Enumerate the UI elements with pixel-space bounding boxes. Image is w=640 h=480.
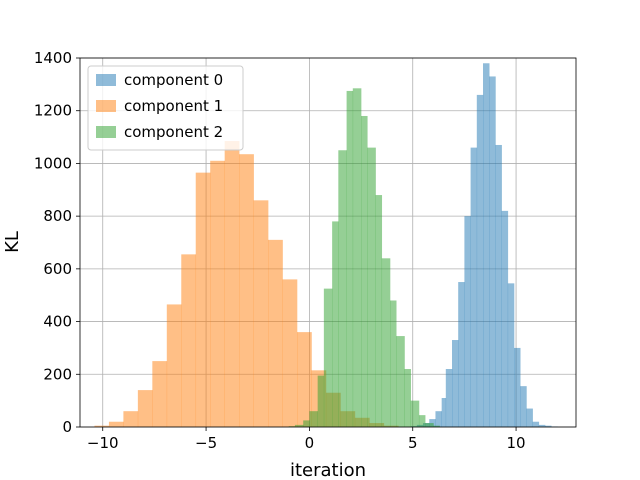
histogram-bar xyxy=(338,150,347,427)
histogram-bar xyxy=(361,115,368,427)
legend-label: component 1 xyxy=(124,97,223,115)
histogram-bar xyxy=(404,369,411,427)
histogram-bar xyxy=(346,90,354,428)
histogram-bar xyxy=(495,144,502,427)
histogram-bar xyxy=(433,425,440,427)
histogram-bar xyxy=(425,423,434,427)
histogram-bar xyxy=(381,258,391,427)
histogram-bar xyxy=(483,63,490,428)
legend-swatch xyxy=(96,74,116,86)
histogram-bar xyxy=(375,195,383,427)
histogram-bar xyxy=(268,239,283,427)
histogram-bar xyxy=(181,254,197,427)
histogram-bar xyxy=(441,398,447,427)
histogram-bar xyxy=(94,425,110,427)
histogram-bar xyxy=(152,361,168,427)
histogram-bar xyxy=(410,400,420,427)
histogram-bar xyxy=(303,420,310,427)
histogram-bar xyxy=(452,340,459,427)
y-tick-label: 800 xyxy=(43,207,72,225)
histogram-bar xyxy=(317,375,325,427)
axes-frame xyxy=(79,57,577,428)
y-tick-label: 1400 xyxy=(34,49,72,67)
histogram-bar xyxy=(294,424,304,427)
histogram-bar xyxy=(532,421,540,427)
series-0 xyxy=(410,63,558,428)
x-tick-label: −5 xyxy=(195,434,217,452)
histogram-bar xyxy=(489,76,496,427)
x-tick-label: −10 xyxy=(87,434,119,452)
histogram-bar xyxy=(224,141,240,427)
histogram-bar xyxy=(526,408,533,427)
histogram-bar xyxy=(418,415,426,427)
histogram-bar xyxy=(520,386,527,427)
y-tick-label: 1200 xyxy=(34,102,72,120)
histogram-bar xyxy=(239,154,254,428)
histogram-bar xyxy=(195,172,211,427)
histogram-bar xyxy=(210,160,225,428)
histogram-bar xyxy=(253,200,269,427)
y-tick-label: 0 xyxy=(62,418,72,436)
histogram-bar xyxy=(352,88,362,427)
histogram-bar xyxy=(309,411,318,427)
histogram-bar xyxy=(501,210,509,427)
histogram-bar xyxy=(323,288,333,427)
histogram-bar xyxy=(332,221,339,427)
legend-box xyxy=(87,65,244,151)
y-tick-label: 200 xyxy=(43,365,72,383)
histogram-bar xyxy=(137,390,153,427)
y-tick-label: 1000 xyxy=(34,154,72,172)
series-2 xyxy=(288,88,440,428)
legend-label: component 0 xyxy=(124,71,223,89)
x-tick-label: 10 xyxy=(507,434,526,452)
histogram-bar xyxy=(123,411,139,427)
histogram-bar xyxy=(367,147,376,427)
histogram-bar xyxy=(538,424,546,427)
legend-swatch xyxy=(96,100,116,112)
histogram-bar xyxy=(282,279,298,427)
x-tick-label: 5 xyxy=(408,434,418,452)
x-axis-label: iteration xyxy=(290,460,366,480)
histogram-bar xyxy=(507,283,515,427)
legend-label: component 2 xyxy=(124,123,223,141)
axis-ticks: −10 −5 0 5 10 0 200 400 600 800 1000 1200 1400 xyxy=(34,49,526,452)
histogram-bars xyxy=(94,63,558,428)
legend: component 0 component 1 component 2 xyxy=(87,65,244,151)
histogram-bar xyxy=(476,94,484,428)
histogram-bar xyxy=(166,304,182,427)
histogram-bar xyxy=(297,332,312,427)
histogram-bar xyxy=(458,282,465,427)
histogram-bar xyxy=(464,216,471,427)
legend-swatch xyxy=(96,126,116,138)
histogram-bar xyxy=(514,347,521,427)
histogram-bar xyxy=(396,336,405,427)
histogram-bar xyxy=(545,425,552,427)
histogram-bar xyxy=(108,421,124,427)
histogram-bar xyxy=(445,369,453,427)
histogram-bar xyxy=(390,300,397,427)
y-axis-label: KL xyxy=(2,231,23,253)
y-tick-label: 400 xyxy=(43,313,72,331)
histogram-bar xyxy=(470,147,478,427)
histogram-bar xyxy=(435,411,442,427)
y-tick-label: 600 xyxy=(43,260,72,278)
x-tick-label: 0 xyxy=(305,434,315,452)
